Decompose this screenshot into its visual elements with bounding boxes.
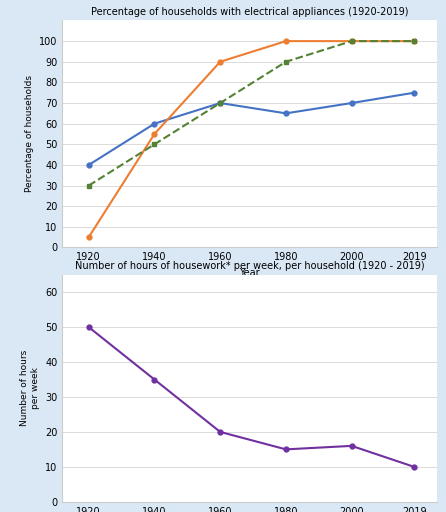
Y-axis label: Number of hours
per week: Number of hours per week bbox=[20, 350, 40, 426]
Title: Percentage of households with electrical appliances (1920-2019): Percentage of households with electrical… bbox=[91, 7, 409, 17]
X-axis label: Year: Year bbox=[240, 268, 260, 278]
Legend: Washing machine, Refrigerator, Vacuum cleaner: Washing machine, Refrigerator, Vacuum cl… bbox=[100, 315, 400, 334]
Y-axis label: Percentage of households: Percentage of households bbox=[25, 75, 33, 193]
Title: Number of hours of housework* per week, per household (1920 - 2019): Number of hours of housework* per week, … bbox=[75, 261, 425, 271]
